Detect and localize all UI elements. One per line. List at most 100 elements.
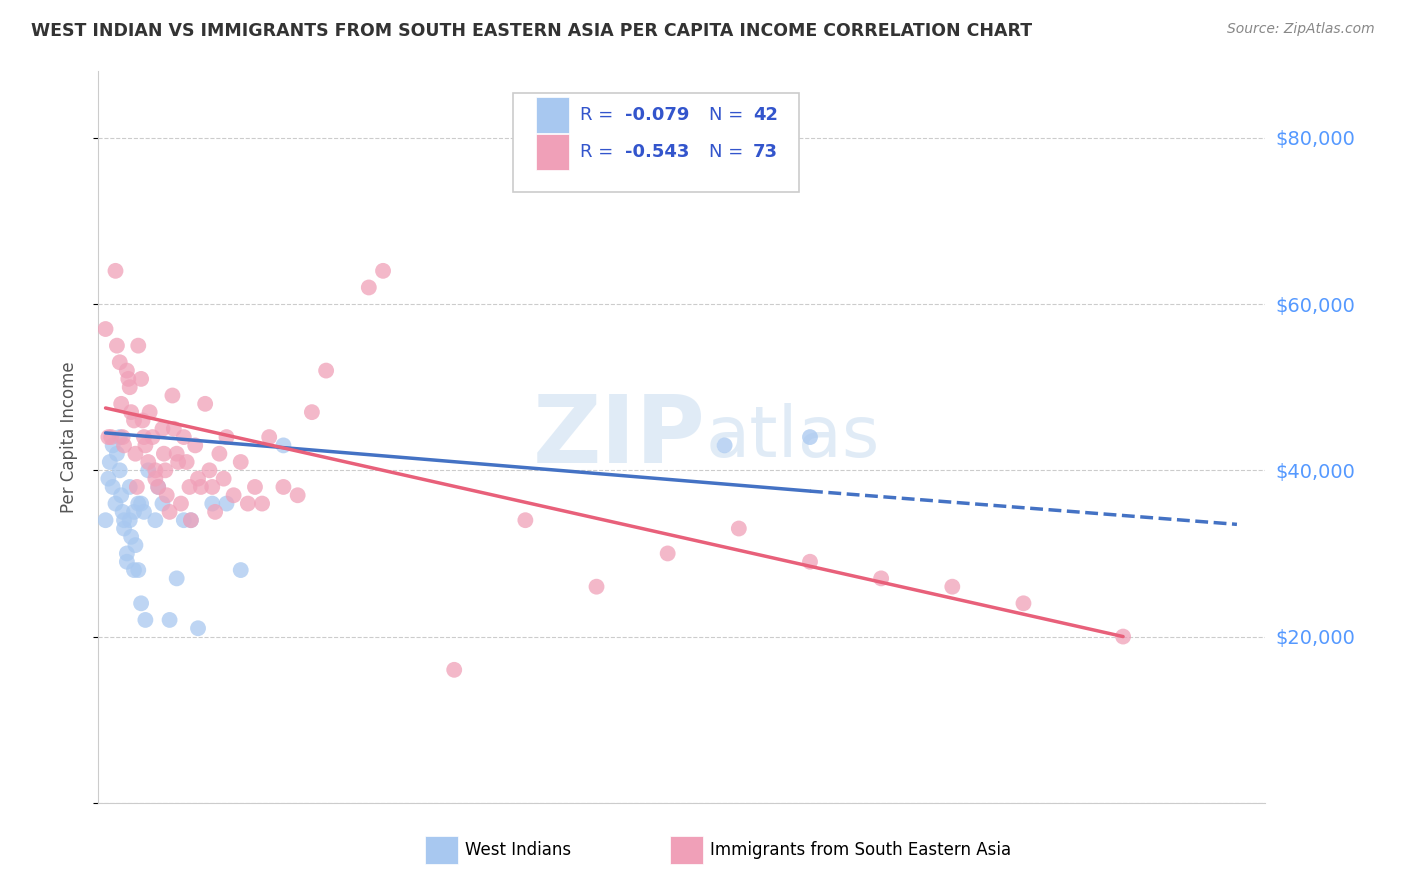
Point xyxy=(138,405,160,419)
Bar xyxy=(536,135,568,169)
Point xyxy=(229,563,252,577)
Point xyxy=(105,338,128,352)
Point xyxy=(713,438,735,452)
Point xyxy=(94,322,117,336)
Point xyxy=(118,380,141,394)
Point xyxy=(212,472,235,486)
Point xyxy=(120,530,142,544)
Point xyxy=(870,571,893,585)
Point xyxy=(155,463,177,477)
Point xyxy=(108,355,131,369)
FancyBboxPatch shape xyxy=(513,94,799,192)
Point xyxy=(215,497,238,511)
Point xyxy=(215,430,238,444)
Point xyxy=(129,596,152,610)
Point xyxy=(204,505,226,519)
Point xyxy=(131,413,153,427)
Point xyxy=(273,480,295,494)
Point xyxy=(180,513,202,527)
Point xyxy=(122,413,145,427)
Point xyxy=(97,430,120,444)
Point xyxy=(98,455,121,469)
Point xyxy=(132,505,155,519)
Text: -0.543: -0.543 xyxy=(624,143,689,161)
Point xyxy=(101,438,124,452)
Point xyxy=(152,422,174,436)
Point xyxy=(108,430,131,444)
Point xyxy=(585,580,607,594)
Point xyxy=(257,430,280,444)
Point xyxy=(143,463,166,477)
Point xyxy=(112,438,135,452)
Bar xyxy=(536,97,568,133)
Point xyxy=(371,264,394,278)
Point xyxy=(194,397,217,411)
Point xyxy=(134,613,156,627)
Point xyxy=(198,463,221,477)
Point xyxy=(136,455,159,469)
Point xyxy=(110,397,132,411)
Point xyxy=(190,480,212,494)
Text: R =: R = xyxy=(581,106,620,124)
Point xyxy=(115,363,138,377)
Point xyxy=(250,497,273,511)
Point xyxy=(315,363,337,377)
Text: Source: ZipAtlas.com: Source: ZipAtlas.com xyxy=(1227,22,1375,37)
Point xyxy=(187,621,209,635)
Point xyxy=(97,472,120,486)
Point xyxy=(357,280,380,294)
Point xyxy=(152,497,174,511)
Point xyxy=(122,505,145,519)
Point xyxy=(136,463,159,477)
Point xyxy=(108,463,131,477)
Point xyxy=(515,513,537,527)
Point xyxy=(159,505,181,519)
Point xyxy=(122,563,145,577)
Text: Immigrants from South Eastern Asia: Immigrants from South Eastern Asia xyxy=(710,840,1011,859)
Point xyxy=(129,372,152,386)
Point xyxy=(118,480,141,494)
Point xyxy=(229,455,252,469)
Point xyxy=(443,663,465,677)
Point xyxy=(176,455,198,469)
Text: West Indians: West Indians xyxy=(465,840,571,859)
Text: R =: R = xyxy=(581,143,620,161)
Point xyxy=(301,405,323,419)
Point xyxy=(166,571,188,585)
Text: -0.079: -0.079 xyxy=(624,106,689,124)
Point xyxy=(184,438,207,452)
Point xyxy=(173,430,195,444)
Point xyxy=(111,430,134,444)
Point xyxy=(127,338,149,352)
Bar xyxy=(425,836,458,863)
Point xyxy=(222,488,245,502)
Point xyxy=(118,513,141,527)
Point xyxy=(167,455,190,469)
Point xyxy=(180,513,202,527)
Text: N =: N = xyxy=(709,143,749,161)
Point xyxy=(208,447,231,461)
Point xyxy=(112,513,135,527)
Point xyxy=(163,422,186,436)
Point xyxy=(101,480,124,494)
Point xyxy=(132,430,155,444)
Point xyxy=(105,447,128,461)
Point xyxy=(1112,630,1135,644)
Point xyxy=(187,472,209,486)
Point xyxy=(111,505,134,519)
Point xyxy=(143,513,166,527)
Point xyxy=(110,488,132,502)
Point xyxy=(236,497,259,511)
Point xyxy=(657,546,679,560)
Point xyxy=(141,430,163,444)
Point xyxy=(201,497,224,511)
Point xyxy=(799,555,821,569)
Point xyxy=(799,430,821,444)
Point xyxy=(112,521,135,535)
Bar xyxy=(671,836,703,863)
Text: 73: 73 xyxy=(754,143,778,161)
Point xyxy=(124,538,146,552)
Point xyxy=(727,521,749,535)
Point xyxy=(148,480,170,494)
Point xyxy=(115,546,138,560)
